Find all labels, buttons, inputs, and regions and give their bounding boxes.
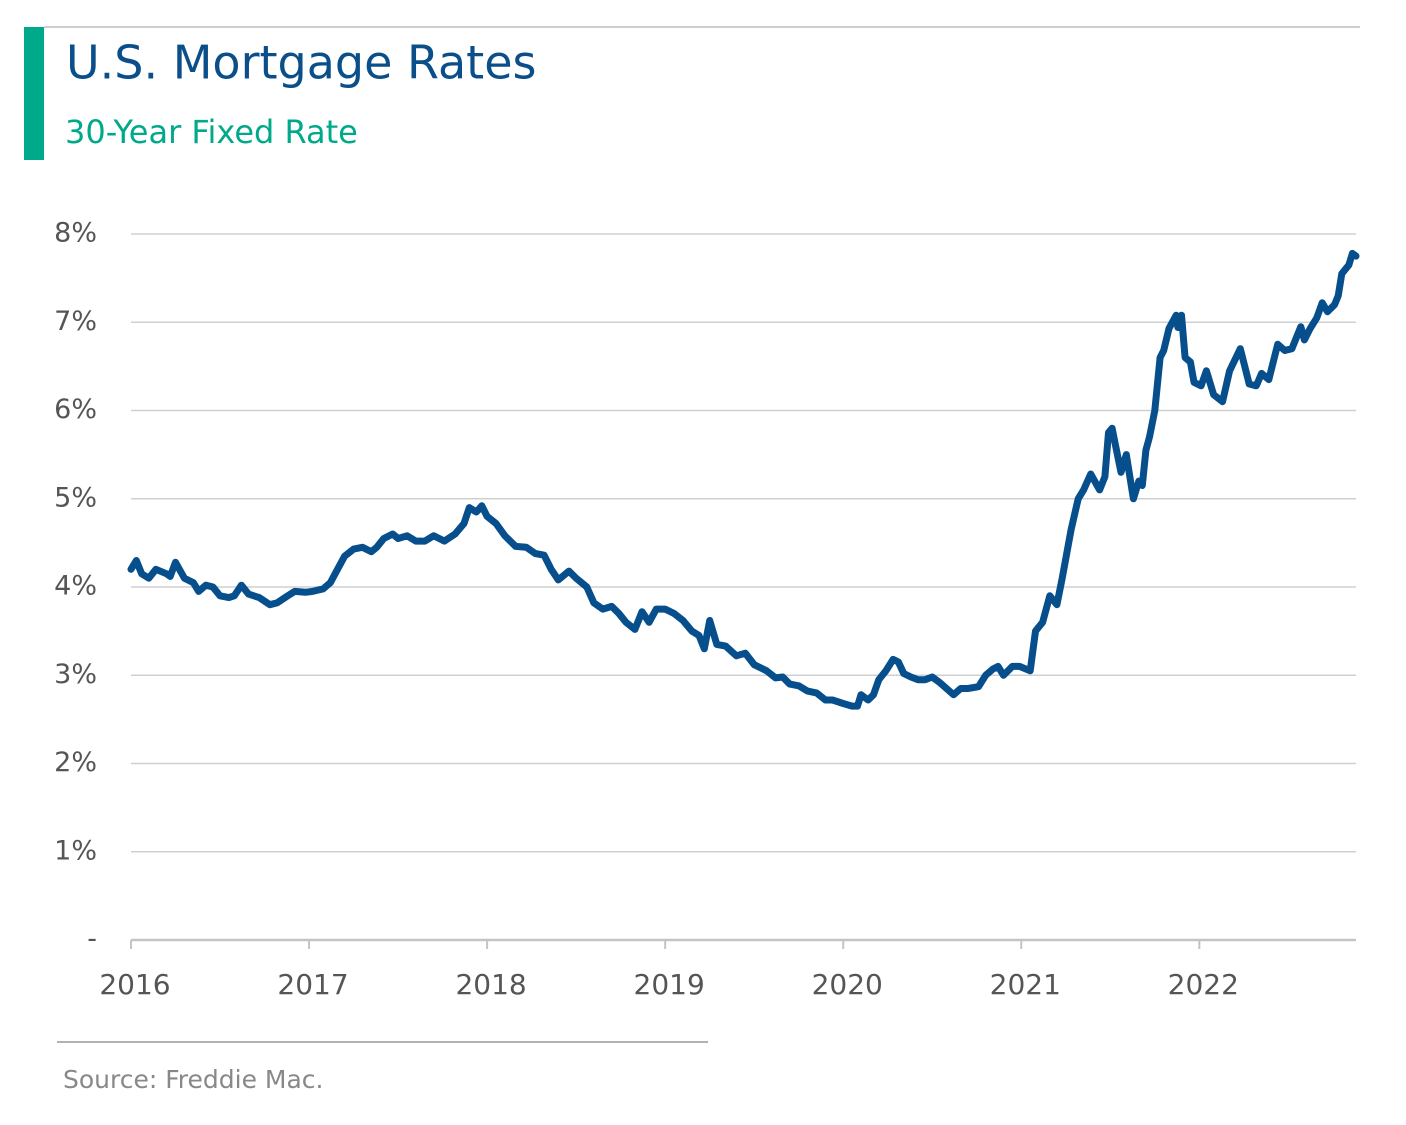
rate-line (127, 249, 1360, 710)
accent-bar (24, 27, 44, 160)
y-tick-label: 5% (54, 482, 97, 513)
x-tick-label: 2018 (455, 968, 526, 1001)
y-tick-label: - (87, 924, 97, 955)
y-tick-label: 7% (54, 306, 97, 337)
x-tick-label: 2017 (277, 968, 348, 1001)
y-tick-label: 8% (54, 218, 97, 249)
y-tick-label: 6% (54, 394, 97, 425)
chart-subtitle: 30-Year Fixed Rate (65, 113, 358, 151)
y-tick-label: 1% (54, 835, 97, 866)
x-tick-label: 2019 (634, 968, 705, 1001)
chart-title: U.S. Mortgage Rates (66, 36, 536, 90)
y-tick-label: 2% (54, 747, 97, 778)
y-tick-label: 4% (54, 571, 97, 602)
x-tick-label: 2016 (99, 968, 170, 1001)
x-tick-label: 2022 (1168, 968, 1239, 1001)
x-tick-label: 2020 (812, 968, 883, 1001)
source-note: Source: Freddie Mac. (63, 1065, 324, 1094)
x-tick-label: 2021 (990, 968, 1061, 1001)
y-tick-label: 3% (54, 659, 97, 690)
